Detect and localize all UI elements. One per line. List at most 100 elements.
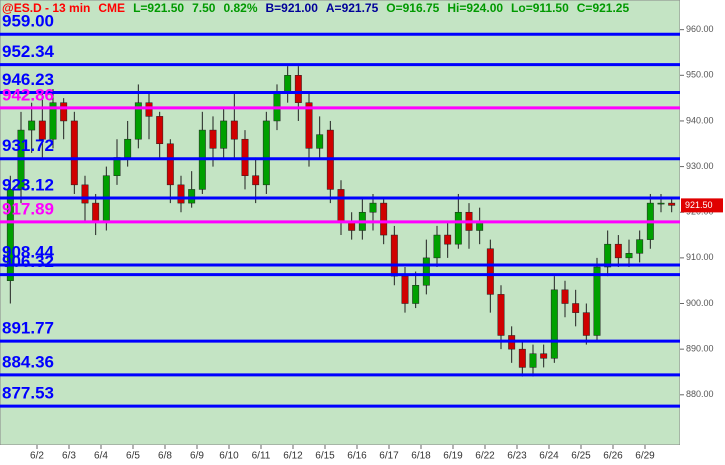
candle-body — [572, 303, 580, 313]
x-tick-label: 6/2 — [30, 451, 44, 462]
candle-body — [625, 253, 633, 259]
x-tick-label: 6/9 — [190, 451, 204, 462]
candle-body — [390, 234, 398, 277]
x-tick-label: 6/10 — [219, 451, 239, 462]
x-tick-label: 6/5 — [126, 451, 140, 462]
candle-body — [497, 294, 505, 336]
candle-body — [582, 312, 590, 336]
x-tick-label: 6/15 — [315, 451, 335, 462]
candle-body — [145, 102, 153, 117]
level-label: 931.72 — [2, 136, 54, 155]
header-item: CME — [98, 1, 125, 15]
x-tick-label: 6/19 — [443, 451, 463, 462]
candle-body — [454, 211, 462, 245]
y-tick-label: 940.00 — [686, 115, 714, 125]
y-tick-label: 900.00 — [686, 298, 714, 308]
x-tick-label: 6/8 — [158, 451, 172, 462]
candle-body — [486, 248, 494, 295]
candle-body — [28, 120, 36, 131]
candle-body — [614, 243, 622, 259]
candle-body — [177, 184, 185, 204]
y-tick-label: 880.00 — [686, 389, 714, 399]
level-label: 923.12 — [2, 175, 54, 194]
y-tick-label: 950.00 — [686, 70, 714, 80]
candle-body — [49, 102, 57, 140]
x-tick-label: 6/4 — [94, 451, 108, 462]
x-tick-label: 6/23 — [507, 451, 527, 462]
time-axis-panel — [0, 445, 680, 465]
candle-body — [156, 116, 164, 145]
candle-body — [188, 189, 196, 204]
x-tick-label: 6/3 — [62, 451, 76, 462]
candle-body — [262, 120, 270, 186]
candle-body — [209, 129, 217, 149]
candle-body — [38, 120, 46, 140]
candle-body — [294, 75, 302, 103]
candle-body — [540, 353, 548, 359]
candle-body — [134, 102, 142, 140]
candle-body — [92, 202, 100, 222]
x-tick-label: 6/17 — [379, 451, 399, 462]
level-label: 906.32 — [2, 252, 54, 271]
header-item: A=921.75 — [326, 1, 379, 15]
x-tick-label: 6/29 — [635, 451, 655, 462]
candle-body — [444, 234, 452, 245]
x-tick-label: 6/25 — [571, 451, 591, 462]
header-item: Hi=924.00 — [447, 1, 503, 15]
candle-body — [284, 75, 292, 94]
candle-body — [166, 143, 174, 186]
last-price-box — [681, 198, 723, 213]
last-price-label: 921.50 — [685, 200, 713, 210]
level-label: 917.89 — [2, 199, 54, 218]
candle-body — [6, 189, 14, 281]
header-item: B=921.00 — [266, 1, 319, 15]
x-tick-label: 6/22 — [475, 451, 495, 462]
level-label: 952.34 — [2, 42, 55, 61]
header-item: C=921.25 — [577, 1, 630, 15]
x-tick-label: 6/24 — [539, 451, 559, 462]
candle-body — [369, 202, 377, 213]
candle-body — [657, 202, 665, 205]
candle-body — [252, 175, 260, 186]
level-label: 946.23 — [2, 70, 54, 89]
candle-body — [124, 138, 132, 158]
candle-body — [316, 134, 324, 149]
y-tick-label: 890.00 — [686, 344, 714, 354]
candle-body — [550, 289, 558, 359]
candle-body — [561, 289, 569, 304]
y-tick-label: 930.00 — [686, 161, 714, 171]
candle-body — [337, 189, 345, 222]
candle-body — [81, 184, 89, 204]
candle-body — [220, 120, 228, 149]
header-item: Lo=911.50 — [511, 1, 569, 15]
header-item: L=921.50 — [133, 1, 184, 15]
candle-body — [518, 348, 526, 368]
candle-body — [668, 202, 676, 206]
level-label: 891.77 — [2, 319, 54, 338]
candle-body — [60, 102, 68, 122]
candle-body — [380, 202, 388, 236]
candle-body — [230, 120, 238, 140]
y-tick-label: 960.00 — [686, 24, 714, 34]
candle-body — [412, 285, 420, 304]
candle-body — [422, 257, 430, 286]
price-axis-panel — [680, 0, 725, 465]
candle-body — [433, 234, 441, 259]
header-item: 7.50 — [192, 1, 216, 15]
x-tick-label: 6/11 — [252, 451, 271, 462]
level-label: 884.36 — [2, 352, 54, 371]
level-label: 908.44 — [2, 242, 55, 261]
x-tick-label: 6/16 — [347, 451, 367, 462]
level-label: 877.53 — [2, 384, 54, 403]
candle-body — [593, 266, 601, 336]
x-tick-label: 6/18 — [411, 451, 431, 462]
x-tick-label: 6/26 — [603, 451, 623, 462]
candle-body — [604, 243, 612, 268]
header-item: 0.82% — [223, 1, 257, 15]
y-tick-label: 910.00 — [686, 252, 714, 262]
header-item: O=916.75 — [386, 1, 439, 15]
level-label: 959.00 — [2, 12, 54, 31]
candle-body — [305, 102, 313, 149]
x-tick-label: 6/12 — [283, 451, 303, 462]
